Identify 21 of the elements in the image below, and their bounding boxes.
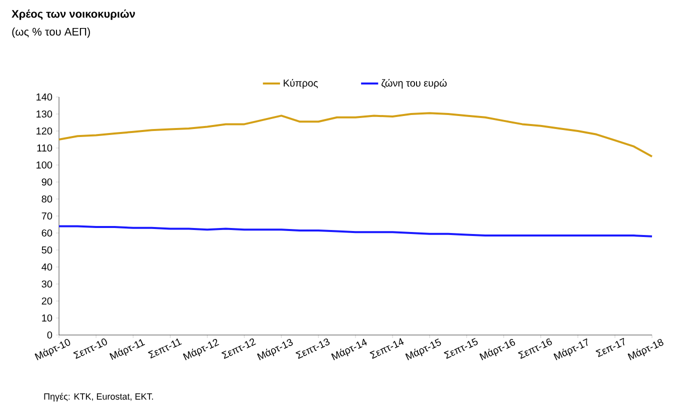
y-tick-label: 30 bbox=[42, 280, 52, 288]
y-tick-label: 80 bbox=[42, 195, 52, 203]
line-series bbox=[58, 112, 653, 158]
y-tick-label: 140 bbox=[36, 93, 52, 101]
y-tick-label: 90 bbox=[42, 178, 52, 186]
y-tick-label: 130 bbox=[36, 110, 52, 118]
chart-title: Χρέος των νοικοκυριών bbox=[12, 10, 135, 20]
y-tick-label: 120 bbox=[36, 127, 52, 135]
y-tick-label: 60 bbox=[42, 229, 52, 237]
y-tick-label: 20 bbox=[42, 297, 52, 305]
legend-label: ζώνη του ευρώ bbox=[382, 78, 447, 89]
y-tick-label: 40 bbox=[42, 263, 52, 271]
y-tick-label: 0 bbox=[47, 331, 52, 339]
y-tick-label: 10 bbox=[42, 314, 52, 322]
text: Πηγές: ΚΤΚ, Eurostat, ΕΚΤ. bbox=[44, 392, 153, 402]
y-tick-label: 70 bbox=[42, 212, 52, 220]
legend-label: Κύπρος bbox=[284, 78, 318, 89]
chart-subtitle: (ως % του ΑΕΠ) bbox=[12, 28, 90, 38]
y-tick-label: 100 bbox=[36, 161, 52, 169]
y-tick-label: 110 bbox=[37, 144, 52, 152]
y-tick-label: 50 bbox=[42, 246, 52, 254]
